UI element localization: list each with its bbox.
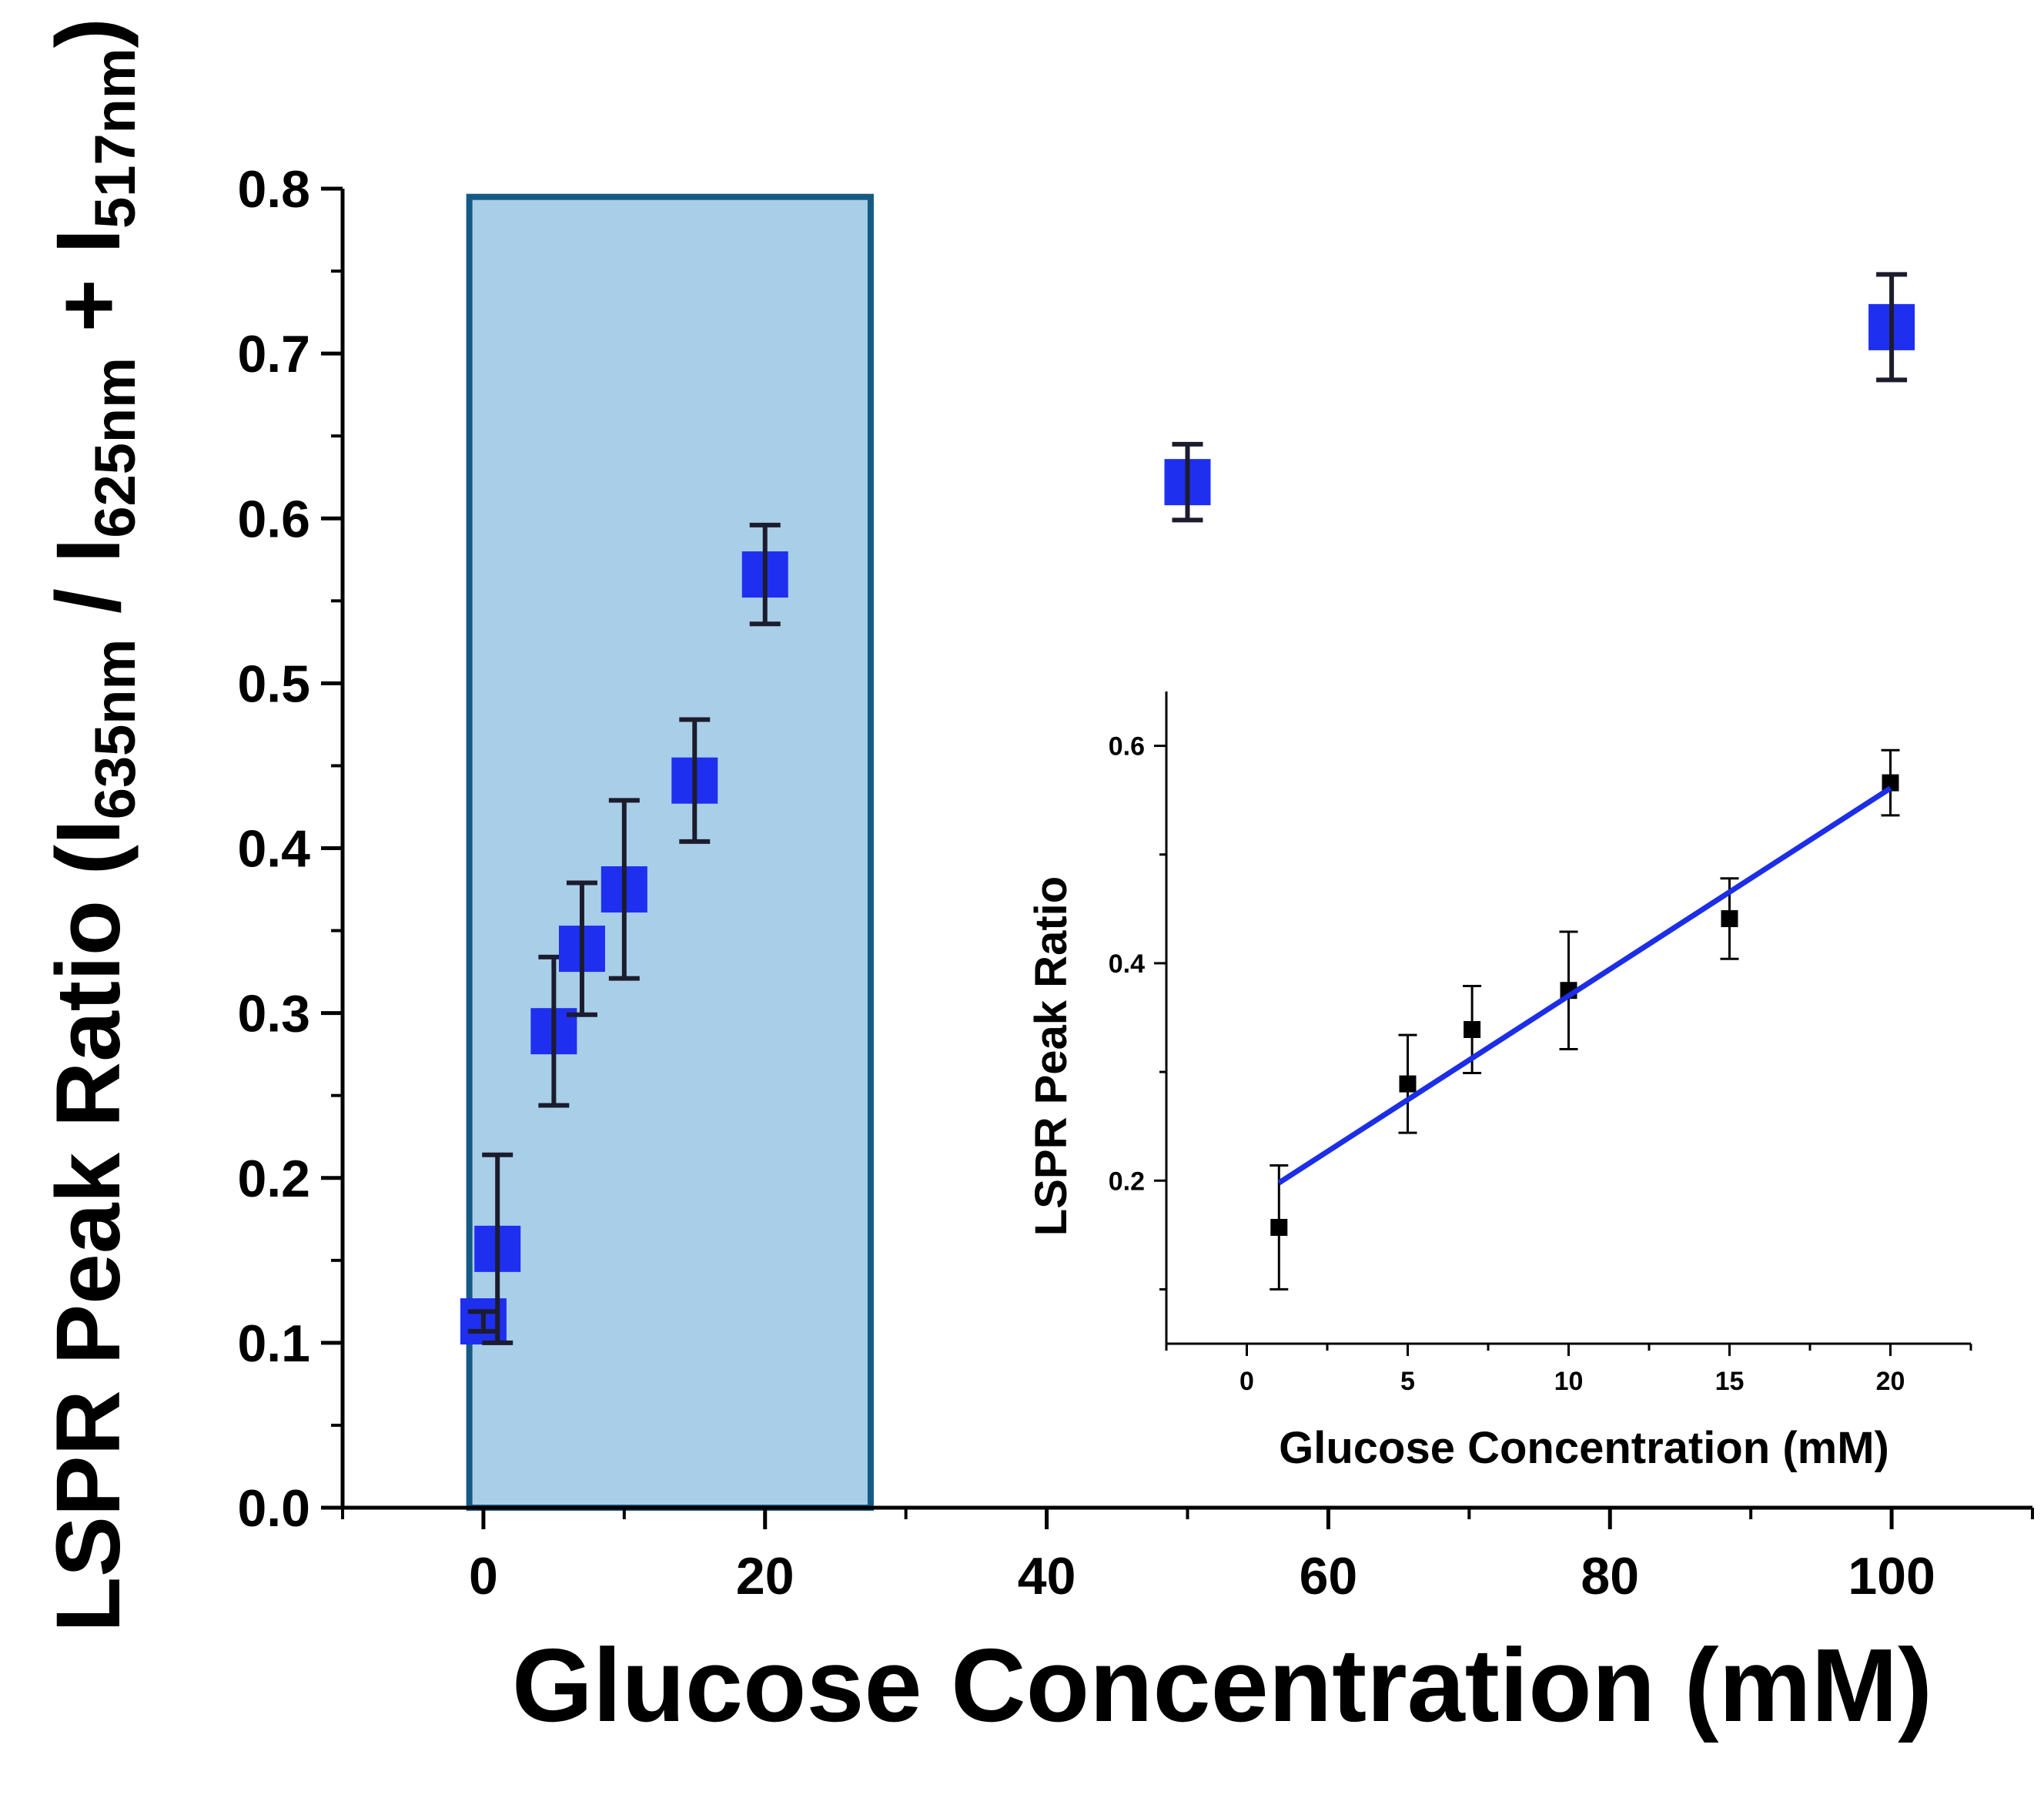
inset-ticks: 0.2 0.4 0.6 0 5 10 15 20: [1109, 732, 1972, 1396]
inset-plot: 0.2 0.4 0.6 0 5 10 15 20 Glucose Concentration …: [1026, 691, 1972, 1473]
inset-y-axis-label: LSPR Peak Ratio: [1026, 876, 1076, 1236]
inset-data-point: [1720, 877, 1739, 960]
main-x-tick-label: 0: [469, 1547, 498, 1605]
inset-points: [1270, 748, 1900, 1291]
main-data-point: [600, 798, 647, 981]
inset-marker: [1464, 1021, 1481, 1039]
inset-x-tick-label: 15: [1715, 1367, 1745, 1396]
inset-marker: [1721, 910, 1738, 928]
y-label-sub-1: 635nm: [83, 639, 147, 819]
inset-y-tick-label: 0.4: [1109, 949, 1145, 979]
main-data-point: [558, 880, 605, 1017]
inset-y-tick-label: 0.6: [1109, 732, 1145, 762]
main-y-tick-label: 0.5: [237, 655, 310, 713]
main-y-tick-label: 0.8: [237, 160, 310, 219]
main-y-tick-label: 0.2: [237, 1150, 310, 1208]
inset-marker: [1399, 1075, 1417, 1093]
y-label-sub-2: 625nm: [83, 357, 147, 537]
main-x-tick-label: 100: [1848, 1547, 1935, 1605]
main-plot: 0.00.10.20.30.40.50.60.70.80 20 40 60 80 100 …: [38, 18, 2034, 1743]
main-x-tick-label: 60: [1300, 1547, 1358, 1605]
y-label-part-4: ): [38, 18, 139, 48]
main-x-tick-label: 80: [1581, 1547, 1639, 1605]
main-data-point: [671, 717, 718, 844]
inset-data-point: [1881, 748, 1900, 817]
inset-marker: [1882, 774, 1899, 792]
inset-x-tick-label: 10: [1554, 1367, 1584, 1396]
highlight-region: [466, 193, 874, 1511]
y-label-part-1: LSPR Peak Ratio (I: [38, 819, 139, 1632]
main-y-tick-label: 0.0: [237, 1479, 310, 1538]
main-points: [460, 272, 1915, 1345]
inset-data-point: [1559, 930, 1578, 1050]
inset-data-point: [1398, 1033, 1417, 1134]
main-y-tick-label: 0.6: [237, 490, 310, 548]
y-label-part-3: + I: [38, 229, 139, 357]
main-y-tick-label: 0.3: [237, 985, 310, 1043]
main-y-tick-label: 0.7: [237, 325, 310, 383]
main-data-point: [1868, 272, 1915, 383]
main-y-axis-label: LSPR Peak Ratio (I635nm / I625nm + I517n…: [38, 18, 147, 1632]
main-y-tick-label: 0.4: [237, 820, 310, 879]
inset-data-point: [1463, 985, 1482, 1074]
main-x-tick-label: 40: [1018, 1547, 1076, 1605]
main-y-tick-label: 0.1: [237, 1314, 310, 1373]
main-data-point: [474, 1152, 521, 1345]
main-data-point: [1164, 441, 1211, 523]
inset-fit-line: [1277, 785, 1892, 1186]
main-x-axis-label: Glucose Concentration (mM): [512, 1627, 1932, 1743]
y-label-part-2: / I: [38, 538, 139, 639]
main-data-point: [741, 522, 788, 627]
inset-x-axis-label: Glucose Concentration (mM): [1279, 1423, 1889, 1473]
y-label-sub-3: 517nm: [83, 48, 147, 228]
inset-x-tick-label: 0: [1239, 1367, 1254, 1396]
inset-x-tick-label: 20: [1876, 1367, 1905, 1396]
main-ticks: 0.00.10.20.30.40.50.60.70.80 20 40 60 80 100: [237, 160, 2034, 1605]
inset-y-tick-label: 0.2: [1109, 1167, 1145, 1196]
inset-marker: [1270, 1218, 1288, 1236]
inset-x-tick-label: 5: [1400, 1367, 1415, 1396]
main-x-tick-label: 20: [736, 1547, 795, 1605]
inset-data-point: [1270, 1164, 1289, 1291]
